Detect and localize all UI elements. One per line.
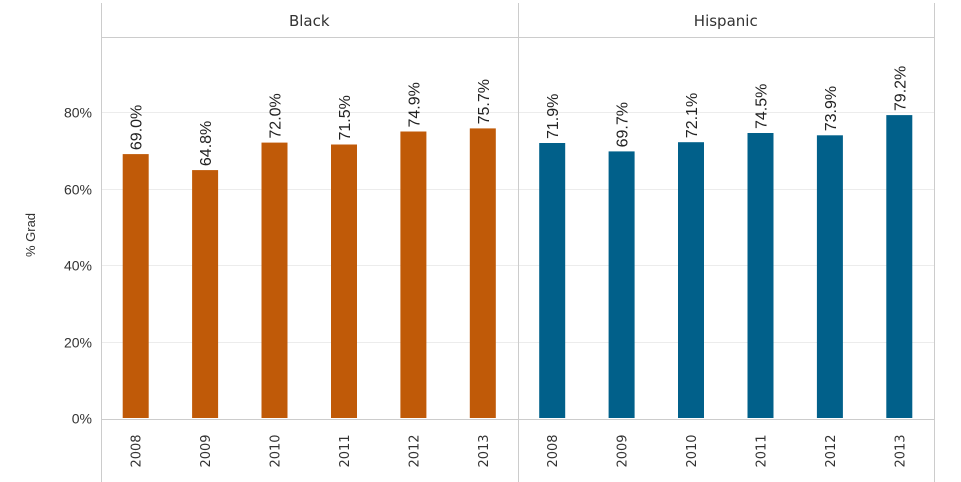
y-tick-label: 20% <box>64 335 92 351</box>
bar <box>261 142 288 418</box>
panel-title-black: Black <box>289 12 330 30</box>
bar <box>539 143 566 418</box>
x-tick-label: 2009 <box>616 434 631 467</box>
y-tick-label: 0% <box>72 411 92 427</box>
x-tick-label: 2010 <box>269 434 284 467</box>
x-tick-label: 2008 <box>546 434 561 467</box>
data-label: 79.2% <box>892 66 909 111</box>
data-label: 72.0% <box>268 93 285 138</box>
bar <box>400 131 427 418</box>
x-tick-label: 2011 <box>755 434 770 467</box>
bar <box>122 154 149 418</box>
data-label: 69.0% <box>129 105 146 150</box>
bar <box>192 170 219 418</box>
data-label: 71.5% <box>337 95 354 140</box>
x-tick-label: 2013 <box>893 434 908 467</box>
x-tick-label: 2011 <box>338 434 353 467</box>
bar <box>331 144 357 418</box>
data-label: 69.7% <box>615 102 632 147</box>
bar <box>816 135 843 419</box>
y-tick-label: 60% <box>64 182 92 198</box>
data-label: 74.9% <box>406 82 423 127</box>
data-label: 71.9% <box>545 94 562 139</box>
bar <box>469 128 496 418</box>
y-tick-label: 80% <box>64 105 92 121</box>
x-tick-label: 2012 <box>407 434 422 467</box>
bars <box>122 115 913 419</box>
data-label: 72.1% <box>684 93 701 138</box>
bar <box>678 142 704 418</box>
gridlines <box>101 112 934 343</box>
y-tick-label: 40% <box>64 258 92 274</box>
data-label: 74.5% <box>754 84 771 129</box>
chart-frame <box>101 3 935 482</box>
bar <box>747 133 774 418</box>
x-tick-label: 2008 <box>130 434 145 467</box>
y-axis-title: % Grad <box>23 213 38 257</box>
chart-text: 0% 20% 40% 60% 80% % Grad Black 69.0% 2008 64.8% 2… <box>23 12 909 468</box>
panel-title-hispanic: Hispanic <box>694 12 758 30</box>
data-label: 64.8% <box>198 121 215 166</box>
data-label: 75.7% <box>476 79 493 124</box>
x-tick-label: 2010 <box>685 434 700 467</box>
x-tick-label: 2012 <box>824 434 839 467</box>
x-tick-label: 2009 <box>199 434 214 467</box>
bar <box>608 151 635 418</box>
x-tick-label: 2013 <box>477 434 492 467</box>
bar <box>886 115 913 418</box>
data-label: 73.9% <box>823 86 840 131</box>
